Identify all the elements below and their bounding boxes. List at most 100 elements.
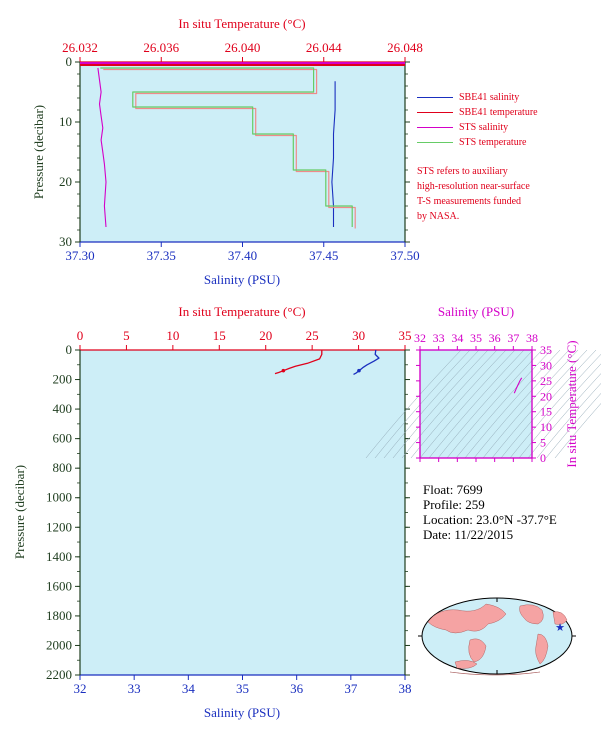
- top-series: [80, 62, 405, 229]
- density-contour: [365, 349, 462, 459]
- density-contour: [392, 349, 489, 459]
- density-contour: [491, 349, 588, 459]
- ts-temperature-axis-label: In situ Temperature (°C): [564, 340, 579, 467]
- salinity-tick-label: 36: [290, 681, 304, 696]
- pressure-tick-label: 1000: [46, 490, 72, 505]
- world-map-icon: ★: [418, 597, 576, 676]
- top-temperature-axis-label: In situ Temperature (°C): [178, 16, 305, 31]
- sts-temperature-shadow-line: [103, 68, 356, 229]
- bottom-profile-panel: In situ Temperature (°C) Salinity (PSU) …: [12, 304, 412, 720]
- density-contour: [401, 349, 498, 459]
- ts-temperature-tick-label: 15: [540, 405, 552, 419]
- star-marker-icon: ★: [555, 622, 565, 634]
- temperature-tick-label: 26.032: [62, 40, 98, 55]
- pressure-tick-label: 1400: [46, 549, 72, 564]
- bottom-salinity-axis-label: Salinity (PSU): [204, 705, 280, 720]
- pressure-tick-label: 2000: [46, 637, 72, 652]
- salinity-tick-label: 37.30: [65, 248, 94, 263]
- bottom-series: [274, 349, 380, 375]
- salinity-tick-label: 37: [344, 681, 358, 696]
- temperature-profile-line: [274, 350, 323, 375]
- ts-salinity-tick-label: 34: [451, 331, 463, 345]
- top-legend: SBE41 salinity SBE41 temperature STS sal…: [417, 90, 538, 150]
- ts-temperature-tick-label: 25: [540, 374, 552, 388]
- pressure-tick-label: 0: [66, 342, 73, 357]
- bottom-plot-area: [79, 349, 406, 676]
- density-contour: [428, 349, 525, 459]
- density-contour: [437, 349, 534, 459]
- float-id: Float: 7699: [423, 482, 483, 497]
- note-line: STS refers to auxiliary: [417, 166, 508, 177]
- legend-swatch: [417, 112, 453, 113]
- float-info: Float: 7699 Profile: 259 Location: 23.0°…: [423, 482, 557, 542]
- ts-salinity-tick-label: 38: [526, 331, 538, 345]
- ts-temperature-tick-label: 10: [540, 420, 552, 434]
- ts-salinity-tick-label: 36: [489, 331, 501, 345]
- salinity-tick-label: 34: [182, 681, 196, 696]
- pressure-tick-label: 1600: [46, 578, 72, 593]
- note-line: T-S measurements funded: [417, 196, 522, 207]
- density-contour: [536, 383, 601, 459]
- legend-item: STS temperature: [417, 135, 538, 150]
- salinity-tick-label: 37.35: [147, 248, 176, 263]
- legend-label: STS temperature: [459, 137, 527, 148]
- ts-salinity-axis-label: Salinity (PSU): [438, 304, 514, 319]
- density-contour: [482, 349, 579, 459]
- density-contour: [518, 363, 601, 459]
- pressure-tick-label: 800: [53, 460, 73, 475]
- density-contour: [509, 353, 601, 459]
- salinity-marker: [357, 368, 361, 373]
- top-plot-area: [79, 61, 406, 243]
- legend-item: STS salinity: [417, 120, 538, 135]
- legend-label: STS salinity: [459, 122, 509, 133]
- legend-item: SBE41 temperature: [417, 105, 538, 120]
- legend-label: SBE41 salinity: [459, 92, 520, 103]
- ts-salinity-tick-label: 35: [470, 331, 482, 345]
- sts-note: STS refers to auxiliary high-resolution …: [417, 164, 597, 224]
- density-contour: [554, 403, 601, 459]
- ts-temperature-tick-label: 0: [540, 451, 546, 465]
- salinity-profile-line: [353, 349, 380, 375]
- temperature-tick-label: 26.036: [143, 40, 179, 55]
- temperature-tick-label: 20: [259, 328, 272, 343]
- ts-diagram: Salinity (PSU) In situ Temperature (°C) …: [365, 304, 601, 468]
- bottom-ticks: 32 33 34 35 36 37 38 0 5 10 15 20 25 30 35 0 200 400 600 80…: [46, 328, 412, 696]
- top-salinity-axis-label: Salinity (PSU): [204, 272, 280, 287]
- ts-temperature-tick-label: 5: [540, 436, 546, 450]
- legend-swatch: [417, 127, 453, 128]
- density-contour: [383, 349, 480, 459]
- top-profile-panel: In situ Temperature (°C) Salinity (PSU) …: [31, 16, 423, 287]
- bottom-temperature-axis-label: In situ Temperature (°C): [178, 304, 305, 319]
- ts-salinity-tick-label: 32: [414, 331, 426, 345]
- density-contour: [455, 349, 552, 459]
- density-contour: [500, 349, 597, 459]
- sts-temperature-line: [100, 67, 353, 227]
- temperature-tick-label: 25: [306, 328, 319, 343]
- density-contour: [374, 349, 471, 459]
- pressure-tick-label: 0: [66, 54, 73, 69]
- pressure-tick-label: 1800: [46, 608, 72, 623]
- location: Location: 23.0°N -37.7°E: [423, 512, 557, 527]
- density-contour: [446, 349, 543, 459]
- ts-temperature-tick-label: 35: [540, 343, 552, 357]
- ts-salinity-tick-label: 33: [433, 331, 445, 345]
- ts-curve: [513, 377, 523, 394]
- temperature-tick-label: 10: [166, 328, 179, 343]
- pressure-tick-label: 10: [59, 114, 72, 129]
- temperature-tick-label: 30: [352, 328, 365, 343]
- temperature-tick-label: 26.044: [306, 40, 342, 55]
- temperature-tick-label: 35: [399, 328, 412, 343]
- ts-series: [513, 377, 523, 394]
- pressure-tick-label: 400: [53, 401, 73, 416]
- legend-swatch: [417, 142, 453, 143]
- temperature-tick-label: 15: [213, 328, 226, 343]
- pressure-tick-label: 20: [59, 174, 72, 189]
- salinity-tick-label: 32: [74, 681, 87, 696]
- date: Date: 11/22/2015: [423, 527, 514, 542]
- ts-temperature-tick-label: 30: [540, 358, 552, 372]
- salinity-tick-label: 37.50: [390, 248, 419, 263]
- salinity-tick-label: 37.45: [309, 248, 338, 263]
- salinity-tick-label: 38: [399, 681, 412, 696]
